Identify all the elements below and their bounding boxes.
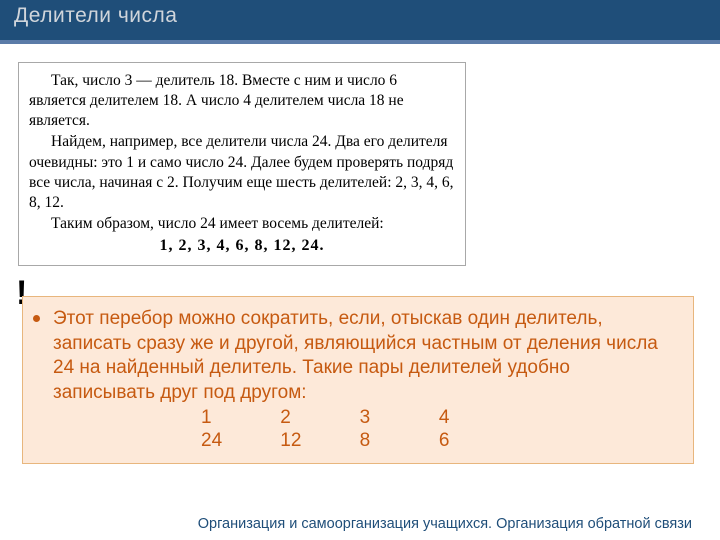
- tip-box: Этот перебор можно сократить, если, отыс…: [22, 296, 694, 464]
- tip-container: ! Этот перебор можно сократить, если, от…: [22, 296, 694, 464]
- excerpt-p1: Так, число 3 — делитель 18. Вместе с ним…: [29, 71, 455, 131]
- excerpt-p1-text: Так, число 3 — делитель 18. Вместе с ним…: [29, 72, 404, 129]
- pair-4-top: 4: [439, 406, 513, 430]
- excerpt-p3: Таким образом, число 24 имеет восемь дел…: [29, 214, 455, 234]
- pair-3-bottom: 8: [360, 429, 434, 453]
- pair-3-top: 3: [360, 406, 434, 430]
- divisor-list: 1, 2, 3, 4, 6, 8, 12, 24.: [29, 236, 455, 257]
- textbook-excerpt: Так, число 3 — делитель 18. Вместе с ним…: [18, 62, 466, 266]
- pair-1-bottom: 24: [201, 429, 275, 453]
- pair-row-bottom: 24 12 8 6: [201, 429, 677, 453]
- bullet-icon: [33, 315, 40, 322]
- tip-text: Этот перебор можно сократить, если, отыс…: [53, 307, 677, 406]
- footer-note: Организация и самоорганизация учащихся. …: [198, 516, 692, 532]
- pair-1-top: 1: [201, 406, 275, 430]
- pair-row-top: 1 2 3 4: [201, 406, 677, 430]
- pair-2-bottom: 12: [280, 429, 354, 453]
- excerpt-p2: Найдем, например, все делители числа 24.…: [29, 132, 455, 213]
- page-title: Делители числа: [14, 4, 177, 28]
- header-band: Делители числа: [0, 0, 720, 44]
- pair-4-bottom: 6: [439, 429, 513, 453]
- pair-2-top: 2: [280, 406, 354, 430]
